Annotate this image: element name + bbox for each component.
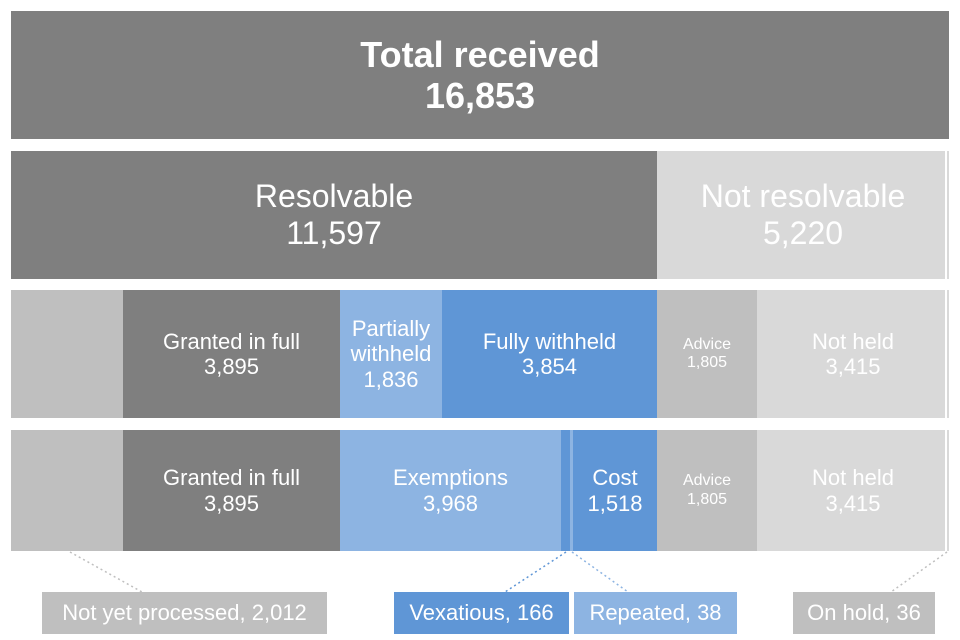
row4-not-held-block: Not held 3,415 (757, 430, 949, 551)
row4-repeated-slice (570, 430, 573, 551)
row4-granted-block: Granted in full 3,895 (123, 430, 340, 551)
connector-vexatious (504, 551, 567, 593)
row3-advice-block: Advice 1,805 (657, 290, 757, 418)
row4-advice-value: 1,805 (686, 490, 728, 508)
row3-advice-value: 1,805 (686, 354, 728, 371)
connector-repeated (571, 551, 629, 593)
row4-cost-block: Cost 1,518 (573, 430, 657, 551)
row4-not-held-value: 3,415 (825, 490, 881, 516)
row4-not-held-label: Not held (812, 465, 894, 491)
not-resolvable-label: Not resolvable (700, 178, 906, 215)
row3-not-yet-processed-block (11, 290, 123, 418)
connector-on-hold (890, 551, 948, 593)
row4-exemptions-label: Exemptions (393, 465, 508, 491)
row3-edge-line (945, 290, 947, 418)
vexatious-callout: Vexatious, 166 (394, 592, 569, 634)
row3-partially-label-2: withheld (350, 341, 432, 367)
total-received-block: Total received 16,853 (11, 11, 949, 139)
row3-partially-label-1: Partially (351, 316, 431, 342)
connector-not-yet-processed (69, 551, 143, 593)
row4-advice-label: Advice (682, 472, 732, 490)
row4-exemptions-block: Exemptions 3,968 (340, 430, 561, 551)
total-received-value: 16,853 (424, 75, 536, 116)
row2-edge-line (945, 151, 947, 279)
total-received-label: Total received (360, 33, 600, 75)
row4-cost-value: 1,518 (587, 490, 643, 516)
row4-not-yet-processed-block (11, 430, 123, 551)
row3-granted-block: Granted in full 3,895 (123, 290, 340, 418)
row3-not-held-value: 3,415 (825, 354, 881, 379)
not-resolvable-block: Not resolvable 5,220 (657, 151, 949, 279)
row4-exemptions-value: 3,968 (422, 490, 479, 516)
row3-fully-value: 3,854 (521, 354, 578, 379)
row3-advice-label: Advice (682, 335, 732, 353)
resolvable-block: Resolvable 11,597 (11, 151, 657, 279)
resolvable-value: 11,597 (286, 215, 382, 251)
not-resolvable-value: 5,220 (762, 215, 844, 251)
row3-granted-label: Granted in full (163, 328, 300, 354)
row3-fully-withheld-block: Fully withheld 3,854 (442, 290, 657, 418)
row3-fully-label: Fully withheld (482, 328, 617, 354)
row4-vexatious-slice (561, 430, 570, 551)
row4-granted-value: 3,895 (203, 490, 260, 516)
not-yet-processed-callout: Not yet processed, 2,012 (42, 592, 327, 634)
row3-not-held-block: Not held 3,415 (757, 290, 949, 418)
repeated-callout: Repeated, 38 (574, 592, 737, 634)
row4-cost-label: Cost (592, 465, 638, 491)
row3-granted-value: 3,895 (203, 354, 260, 379)
row4-granted-label: Granted in full (163, 465, 300, 491)
row4-advice-block: Advice 1,805 (657, 430, 757, 551)
on-hold-callout: On hold, 36 (793, 592, 935, 634)
row3-partially-withheld-block: Partially withheld 1,836 (340, 290, 442, 418)
resolvable-label: Resolvable (254, 178, 414, 215)
row3-partially-value: 1,836 (363, 366, 419, 392)
row4-edge-line (945, 430, 947, 551)
row3-not-held-label: Not held (812, 328, 894, 354)
